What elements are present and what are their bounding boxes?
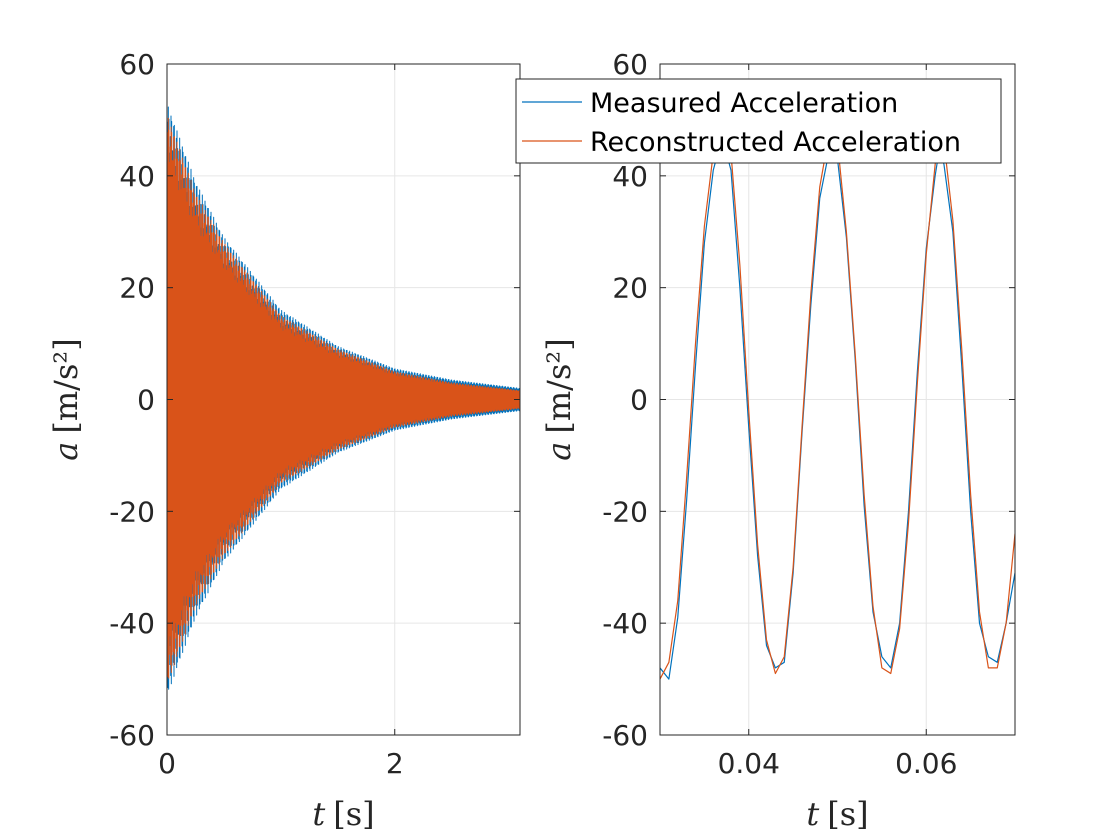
y-tick-label: -40 — [109, 607, 155, 640]
right-x-axis-label: t [s] — [806, 795, 868, 833]
x-tick-label: 0.04 — [718, 747, 780, 780]
y-tick-label: 20 — [612, 272, 648, 305]
y-tick-label: 40 — [612, 160, 648, 193]
y-tick-label: 40 — [119, 160, 155, 193]
y-tick-label: 0 — [137, 384, 155, 417]
x-tick-label: 2 — [386, 747, 404, 780]
right-axes: -60 -40 -20 0 20 40 60 0.04 0.06 t [s] a [m/s²] — [540, 48, 1016, 833]
y-tick-label: -60 — [109, 719, 155, 752]
y-tick-label: -40 — [602, 607, 648, 640]
left-axes: -60 -40 -20 0 20 40 60 0 2 t [s] a [m/s²] — [47, 48, 521, 833]
right-y-axis-label: a [m/s²] — [540, 338, 578, 460]
left-axes-ticks: -60 -40 -20 0 20 40 60 0 2 — [109, 48, 520, 780]
left-x-axis-unit: [s] — [333, 795, 374, 833]
left-y-axis-label: a [m/s²] — [47, 338, 85, 460]
x-tick-label: 0.06 — [895, 747, 957, 780]
y-tick-label: -20 — [602, 495, 648, 528]
y-tick-label: 0 — [630, 384, 648, 417]
right-y-axis-unit: [m/s²] — [540, 338, 578, 433]
right-x-axis-variable: t — [806, 795, 819, 833]
y-tick-label: 60 — [119, 48, 155, 81]
y-tick-label: 60 — [612, 48, 648, 81]
left-y-axis-variable: a — [47, 442, 85, 461]
right-y-axis-variable: a — [540, 442, 578, 461]
left-y-axis-unit: [m/s²] — [47, 338, 85, 433]
y-tick-label: -60 — [602, 719, 648, 752]
series-line-reconstructed — [167, 117, 520, 679]
legend-box — [515, 78, 1002, 164]
right-axes-ticks: -60 -40 -20 0 20 40 60 0.04 0.06 — [602, 48, 1015, 780]
right-x-axis-unit: [s] — [827, 795, 868, 833]
left-x-axis-label: t [s] — [312, 795, 374, 833]
y-tick-label: -20 — [109, 495, 155, 528]
y-tick-label: 20 — [119, 272, 155, 305]
legend-label-reconstructed: Reconstructed Acceleration — [590, 127, 961, 158]
x-tick-label: 0 — [158, 747, 176, 780]
left-axes-plot-area — [167, 106, 520, 690]
legend: Measured Acceleration Reconstructed Acce… — [515, 78, 1002, 164]
legend-label-measured: Measured Acceleration — [590, 88, 898, 119]
left-x-axis-variable: t — [312, 795, 325, 833]
